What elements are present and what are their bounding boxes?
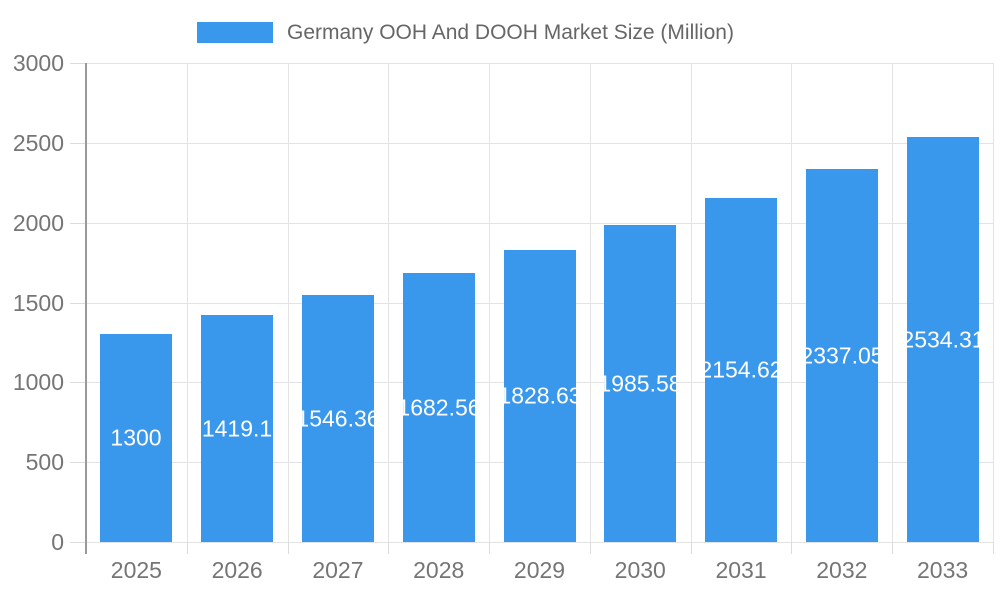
- x-tick-label: 2031: [715, 557, 767, 583]
- bar: 2337.05: [806, 169, 878, 542]
- y-tick-mark: [70, 302, 86, 304]
- x-tick-mark: [287, 542, 289, 554]
- x-tick-mark: [791, 542, 793, 554]
- gridline-v: [993, 63, 994, 542]
- legend-item[interactable]: Germany OOH And DOOH Market Size (Millio…: [197, 22, 734, 43]
- bar: 2154.62: [705, 198, 777, 542]
- x-tick-label: 2030: [614, 557, 666, 583]
- y-tick-mark: [70, 222, 86, 224]
- gridline-h: [86, 63, 993, 64]
- x-tick-label: 2026: [211, 557, 263, 583]
- bar: 2534.31: [907, 137, 979, 542]
- x-tick-mark: [589, 542, 591, 554]
- legend-label: Germany OOH And DOOH Market Size (Millio…: [287, 21, 734, 44]
- bar: 1985.58: [604, 225, 676, 542]
- x-tick-label: 2032: [816, 557, 868, 583]
- y-tick-mark: [70, 142, 86, 144]
- gridline-v: [791, 63, 793, 542]
- bar: 1682.56: [403, 273, 475, 542]
- bar-value-label: 2337.05: [806, 342, 878, 368]
- y-tick-mark: [70, 542, 86, 543]
- x-tick-mark: [489, 542, 491, 554]
- bar-value-label: 2534.31: [907, 326, 979, 352]
- bar-value-label: 1419.1: [201, 415, 273, 441]
- gridline-v: [589, 63, 591, 542]
- y-tick-mark: [70, 462, 86, 464]
- gridline-v: [388, 63, 390, 542]
- bar-value-label: 2154.62: [705, 356, 777, 383]
- x-tick-label: 2033: [917, 557, 969, 583]
- bar: 1546.36: [302, 295, 374, 542]
- gridline-v: [489, 63, 491, 542]
- y-tick-label: 3000: [12, 50, 64, 76]
- bar: 1828.63: [504, 250, 576, 542]
- x-tick-label: 2028: [413, 557, 465, 583]
- bar: 1419.1: [201, 315, 273, 542]
- y-tick-label: 2000: [12, 209, 64, 236]
- x-tick-label: 2025: [110, 557, 162, 583]
- y-tick-mark: [70, 63, 86, 64]
- x-tick-label: 2027: [312, 557, 364, 583]
- gridline-h: [86, 542, 993, 543]
- bar-value-label: 1682.56: [403, 394, 475, 420]
- gridline-v: [186, 63, 188, 542]
- gridline-h: [86, 222, 993, 224]
- bar: 1300: [100, 334, 172, 542]
- gridline-v: [690, 63, 692, 542]
- x-tick-mark: [388, 542, 390, 554]
- y-tick-label: 1500: [12, 289, 64, 316]
- bar-value-label: 1828.63: [504, 382, 576, 409]
- y-tick-label: 1000: [12, 369, 64, 396]
- x-tick-mark: [690, 542, 692, 554]
- gridline-v: [287, 63, 289, 542]
- bar-value-label: 1300: [110, 424, 162, 451]
- x-tick-mark: [892, 542, 894, 554]
- bar-value-label: 1546.36: [302, 405, 374, 431]
- x-tick-mark: [993, 542, 994, 554]
- legend-swatch: [197, 22, 273, 43]
- bar-value-label: 1985.58: [604, 370, 676, 396]
- y-tick-label: 0: [51, 529, 64, 555]
- y-tick-label: 2500: [12, 129, 64, 156]
- gridline-h: [86, 142, 993, 144]
- y-tick-label: 500: [25, 449, 64, 476]
- x-tick-label: 2029: [513, 557, 566, 583]
- gridline-v: [892, 63, 894, 542]
- x-tick-mark: [186, 542, 188, 554]
- y-tick-mark: [70, 382, 86, 384]
- y-axis-line: [85, 63, 87, 554]
